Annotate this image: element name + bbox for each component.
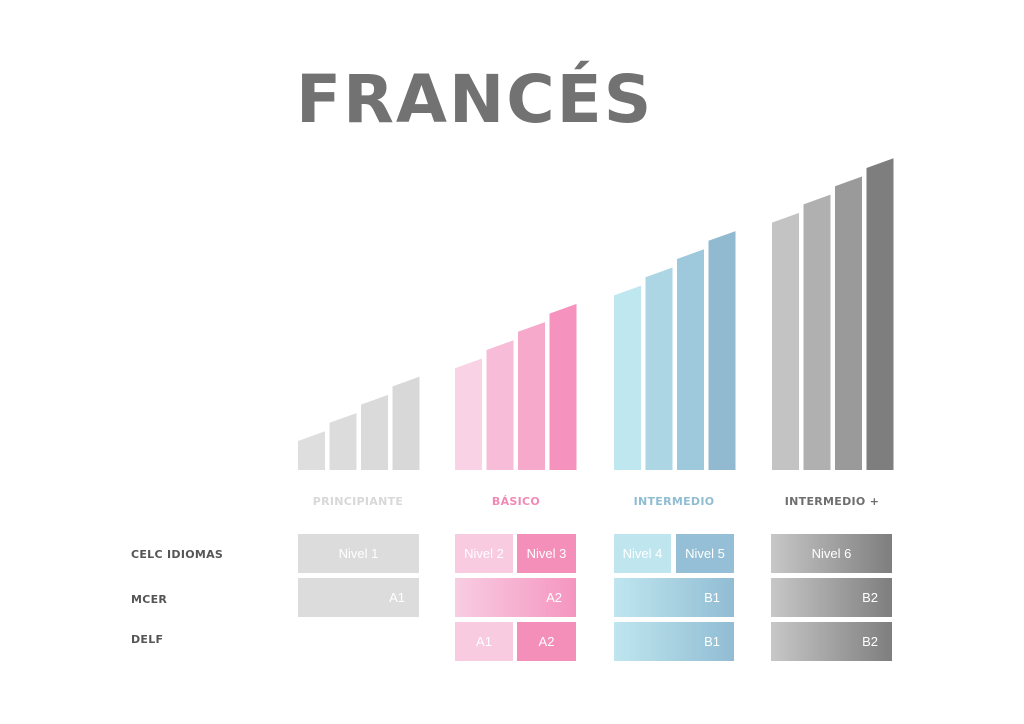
level-bar bbox=[708, 231, 736, 470]
cell-nivel-2: Nivel 2 bbox=[455, 534, 513, 573]
level-bar bbox=[645, 267, 673, 470]
page-title: FRANCÉS bbox=[296, 61, 654, 138]
cell-mcer-a2: A2 bbox=[455, 578, 576, 617]
level-bar bbox=[392, 376, 420, 470]
level-label-basico: BÁSICO bbox=[491, 495, 541, 508]
level-bars bbox=[298, 158, 894, 471]
level-bar bbox=[677, 249, 704, 470]
level-bar bbox=[772, 212, 799, 470]
level-bar bbox=[549, 303, 577, 470]
level-label-intermedio-plus: INTERMEDIO + bbox=[784, 495, 880, 508]
level-bar bbox=[329, 413, 357, 470]
level-bar bbox=[361, 394, 388, 470]
cell-nivel-1: Nivel 1 bbox=[298, 534, 419, 573]
cell-nivel-3: Nivel 3 bbox=[517, 534, 576, 573]
cell-mcer-b2: B2 bbox=[771, 578, 892, 617]
level-bar bbox=[486, 340, 514, 470]
cell-delf-b1: B1 bbox=[614, 622, 734, 661]
level-bar bbox=[518, 322, 545, 470]
row-label-celc-idiomas: CELC IDIOMAS bbox=[131, 548, 224, 561]
level-bar bbox=[298, 431, 325, 470]
cell-nivel-6: Nivel 6 bbox=[771, 534, 892, 573]
cell-delf-a1: A1 bbox=[455, 622, 513, 661]
cell-mcer-b1: B1 bbox=[614, 578, 734, 617]
row-label-mcer: MCER bbox=[131, 593, 168, 606]
level-bar bbox=[803, 194, 831, 470]
cell-delf-b2: B2 bbox=[771, 622, 892, 661]
level-bar bbox=[614, 285, 641, 470]
cell-nivel-5: Nivel 5 bbox=[676, 534, 734, 573]
level-bar bbox=[866, 158, 894, 470]
level-label-principiante: PRINCIPIANTE bbox=[312, 495, 404, 508]
level-bar bbox=[835, 176, 862, 471]
level-bar bbox=[455, 358, 482, 470]
cell-nivel-4: Nivel 4 bbox=[614, 534, 671, 573]
row-label-delf: DELF bbox=[131, 633, 164, 646]
cell-mcer-a1: A1 bbox=[298, 578, 419, 617]
cell-delf-a2: A2 bbox=[517, 622, 576, 661]
level-label-intermedio: INTERMEDIO bbox=[633, 495, 715, 508]
